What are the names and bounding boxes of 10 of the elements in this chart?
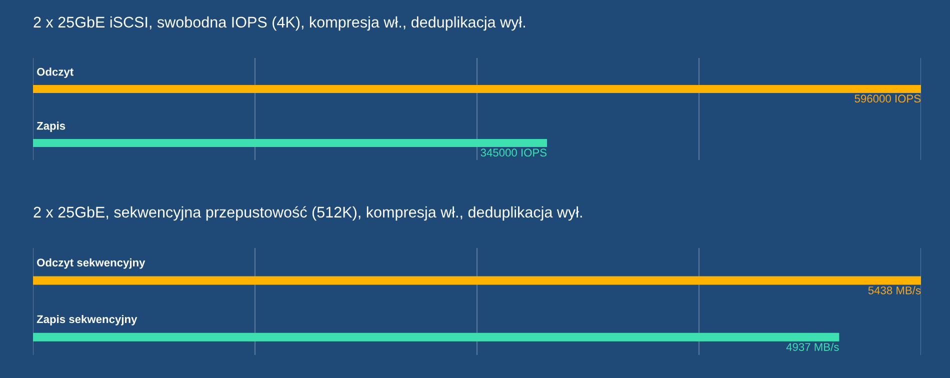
chart-title: 2 x 25GbE iSCSI, swobodna IOPS (4K), kompresja wł., deduplikacja wył. [34, 16, 525, 31]
data-label: 4937 MB/s [786, 342, 839, 351]
data-label: 5438 MB/s [868, 286, 921, 294]
data-label: 345000 IOPS [480, 148, 547, 157]
chart-title: 2 x 25GbE, sekwencyjna przepustowość (512K), kompresja wł., deduplikacja wył. [34, 206, 582, 221]
category-label: Odczyt sekwencyjny [37, 258, 146, 269]
category-label: Zapis [36, 122, 66, 132]
category-label: Odczyt [37, 68, 74, 78]
category-label: Zapis sekwencyjny [36, 314, 138, 326]
data-label: 596000 IOPS [854, 94, 920, 103]
